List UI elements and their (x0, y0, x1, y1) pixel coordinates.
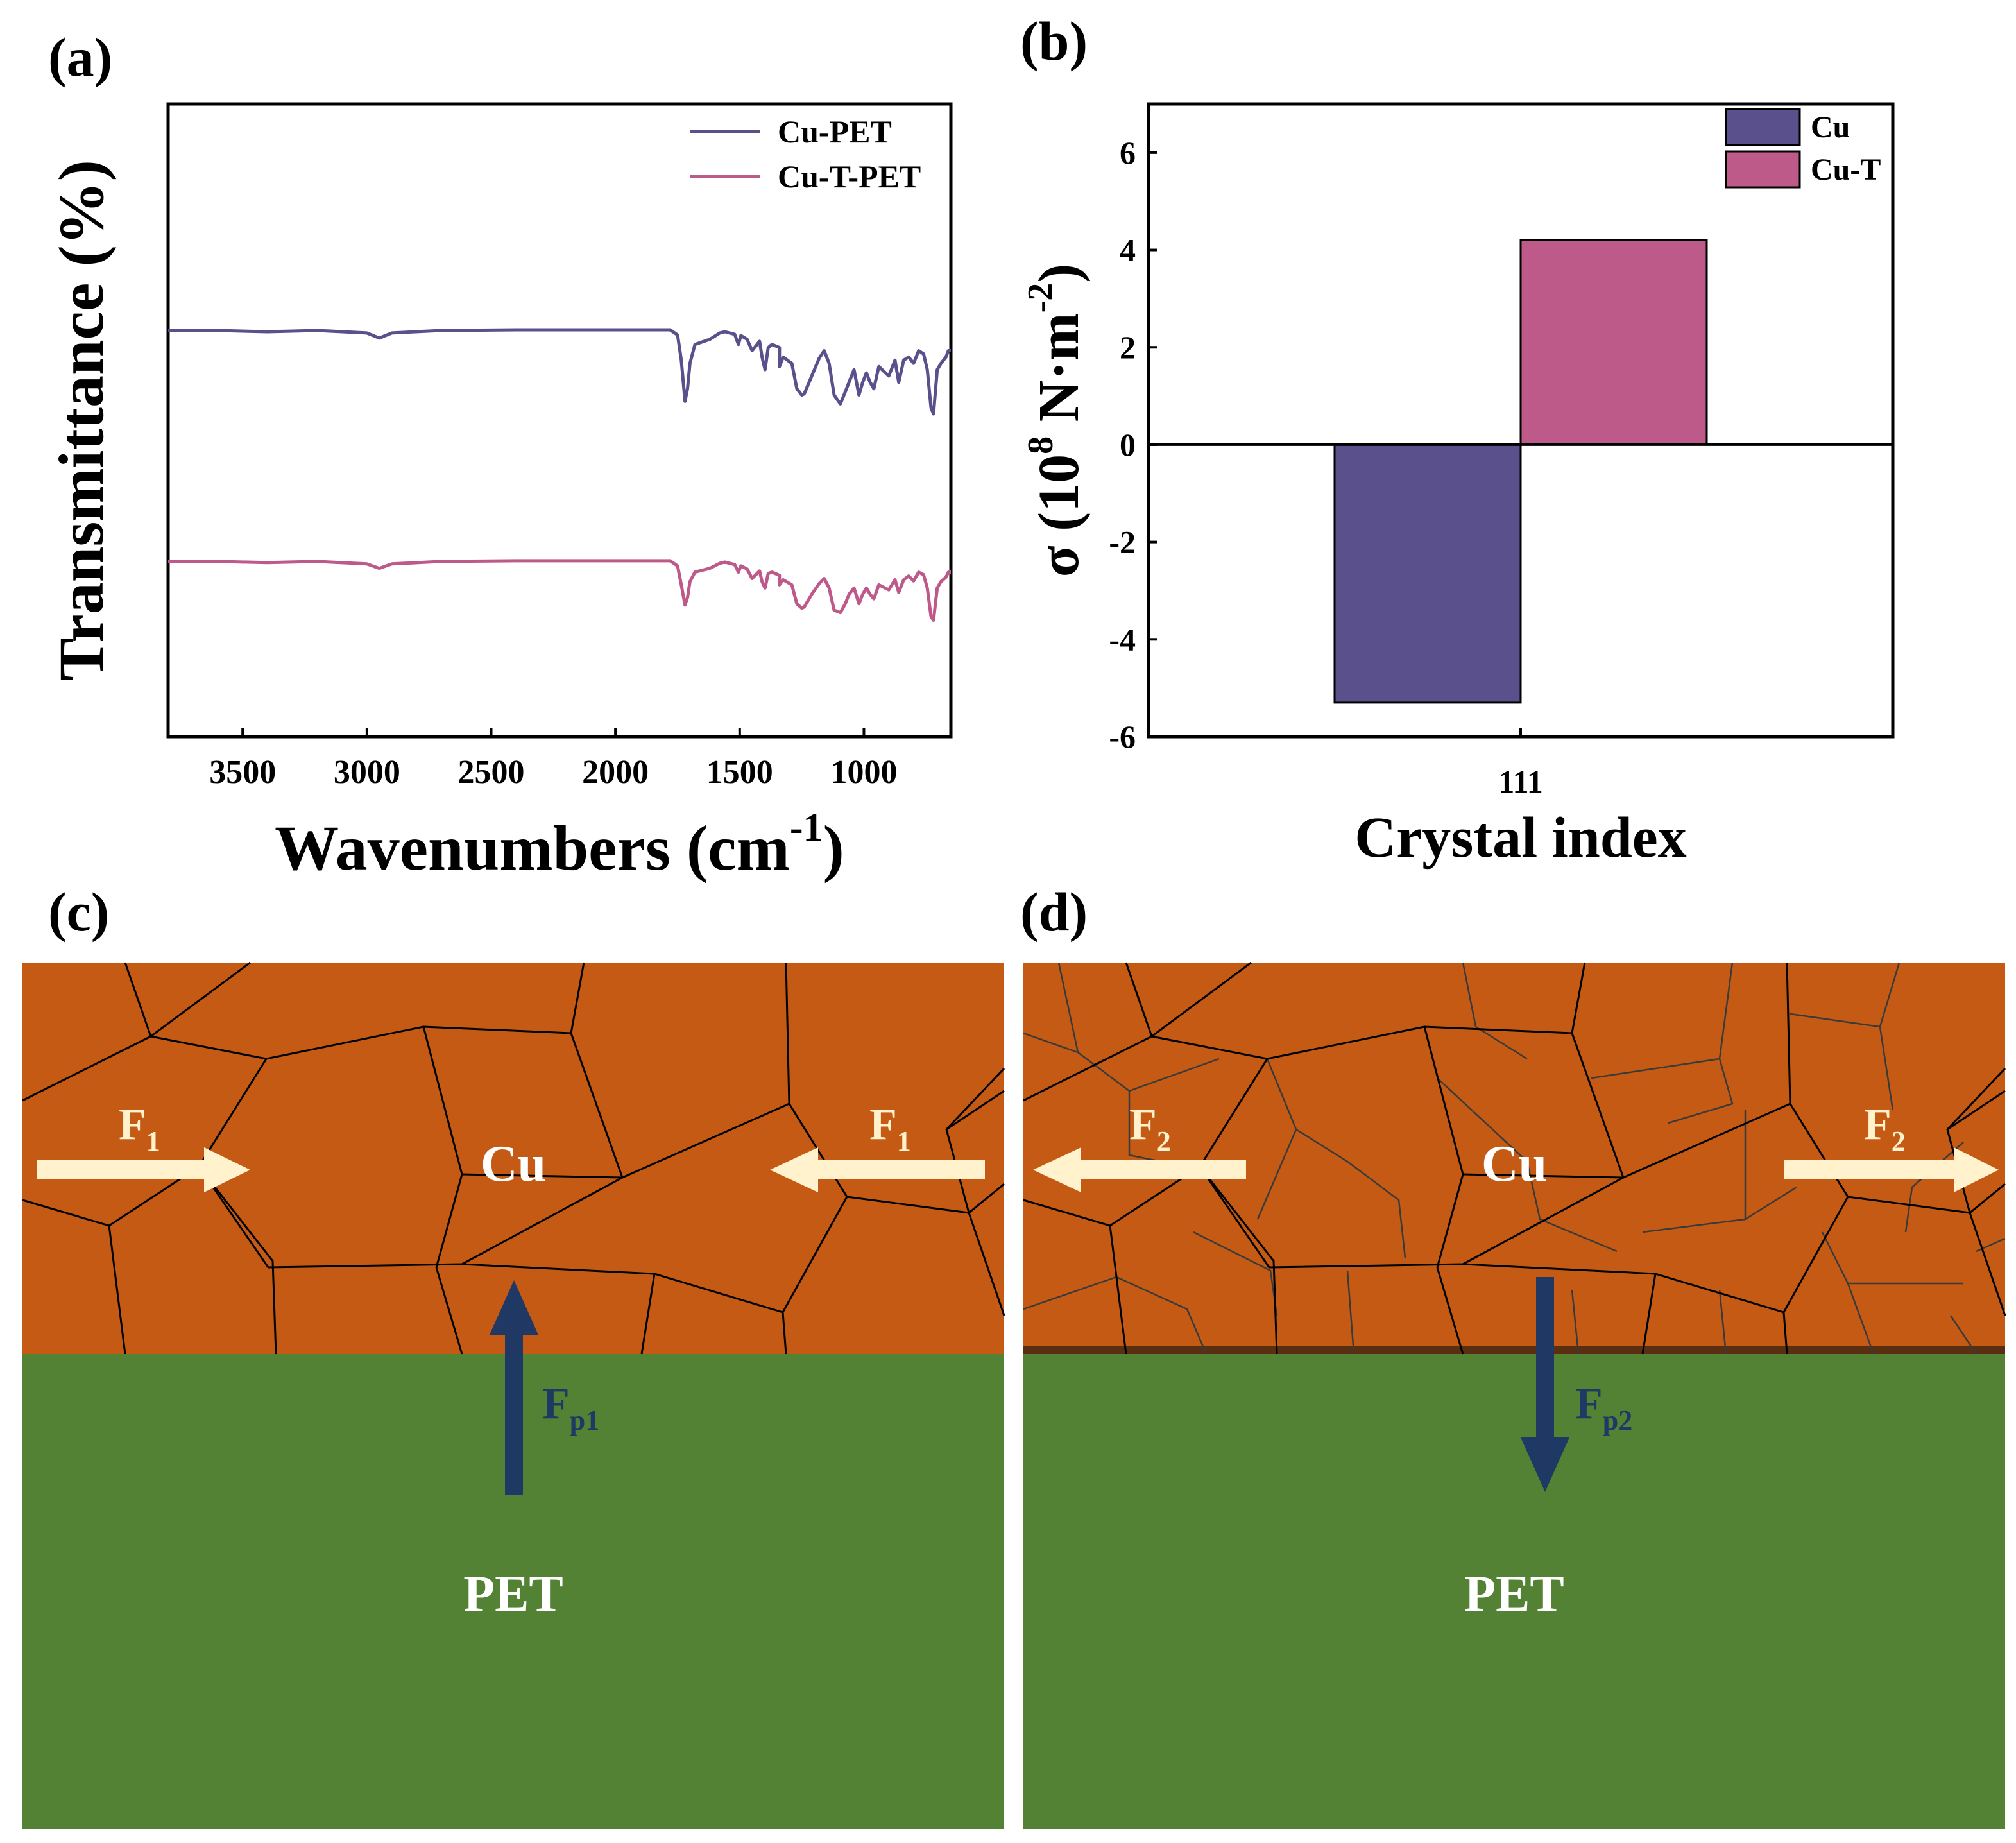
x-tick-label: 3000 (334, 754, 400, 791)
force-arrow-left-c (770, 1147, 985, 1192)
pet-substrate-d (1023, 1354, 2005, 1829)
cu-label-d: Cu (1482, 1136, 1547, 1192)
legend-label-cu-t-pet: Cu-T-PET (778, 159, 921, 194)
perp-force-label-fp2: Fp2 (1575, 1379, 1632, 1436)
x-tick-label-111: 111 (1498, 764, 1542, 800)
y-tick-label: 2 (1120, 329, 1136, 365)
perp-force-arrow-down-d (1521, 1277, 1569, 1492)
panel-label-c: (c) (48, 881, 109, 943)
pet-label-d: PET (1464, 1566, 1564, 1622)
legend-label-cu-t: Cu-T (1811, 153, 1881, 187)
series-line-cu-pet (168, 328, 951, 416)
perp-force-label-fp1: Fp1 (542, 1379, 599, 1436)
schematic-d: F2 F2 Cu Fp2 PET (1023, 961, 2006, 1829)
force-arrow-right-d (1784, 1147, 1999, 1192)
force-label-f1-left: F1 (119, 1100, 160, 1157)
bars (1149, 239, 1893, 704)
x-tick-label: 3500 (209, 754, 276, 791)
x-tick-label: 2000 (582, 754, 649, 791)
legend-a: Cu-PET Cu-T-PET (690, 114, 921, 194)
pet-label-c: PET (463, 1566, 563, 1622)
perp-force-arrow-up-c (490, 1280, 538, 1495)
spectra-lines (168, 328, 951, 622)
force-arrow-right-c (37, 1147, 250, 1192)
force-label-f2-left: F2 (1129, 1100, 1171, 1157)
legend-swatch-cu-t (1725, 150, 1801, 189)
legend-b: Cu Cu-T (1725, 108, 1881, 189)
series-line-cu-t-pet (168, 559, 951, 622)
schematic-c: F1 F1 Cu Fp1 PET (22, 961, 1005, 1829)
x-tick-label: 2500 (457, 754, 524, 791)
force-arrow-left-d (1033, 1147, 1246, 1192)
y-tick-label: 6 (1120, 135, 1136, 171)
ftir-chart: 3500 3000 2500 2000 1500 1000 Cu-PET Cu-T-PET… (46, 102, 953, 884)
legend-swatch-cu (1725, 108, 1801, 146)
bar-cu (1333, 443, 1522, 704)
force-label-f1-right: F1 (869, 1100, 911, 1157)
legend-label-cu-pet: Cu-PET (778, 114, 892, 150)
panel-label-b: (b) (1020, 10, 1088, 72)
plot-frame-a (166, 102, 953, 739)
x-axis-ticks: 3500 3000 2500 2000 1500 1000 (209, 728, 897, 791)
y-tick-label: -2 (1109, 524, 1136, 560)
legend-label-cu: Cu (1811, 110, 1850, 144)
bar-cu-t (1519, 239, 1708, 446)
y-axis-label-b: σ (108 N·m-2) (1021, 264, 1091, 578)
force-label-f2-right: F2 (1864, 1100, 1906, 1157)
x-tick-label: 1500 (706, 754, 773, 791)
y-tick-label: 4 (1120, 232, 1136, 268)
panel-label-a: (a) (48, 26, 112, 88)
y-axis-ticks: -6 -4 -2 0 2 4 6 (1109, 135, 1522, 755)
cu-layer-d (1023, 963, 2005, 1354)
y-tick-label: 0 (1120, 427, 1136, 463)
x-axis-label-b: Crystal index (1354, 806, 1687, 870)
y-tick-label: -4 (1109, 621, 1136, 657)
y-axis-label-a: Transmittance (%) (46, 160, 117, 681)
sub-grain-boundaries-d (1023, 962, 2006, 1355)
x-tick-label: 1000 (830, 754, 897, 791)
y-tick-label: -6 (1109, 719, 1136, 755)
stress-bar-chart: -6 -4 -2 0 2 4 6 Cu Cu-T σ (108 N·m-2) 111 Cry… (1021, 102, 1895, 870)
panel-label-d: (d) (1020, 881, 1088, 943)
x-axis-label-a: Wavenumbers (cm-1) (275, 806, 844, 884)
interface-d (1023, 1346, 2005, 1355)
cu-label-c: Cu (481, 1136, 546, 1192)
